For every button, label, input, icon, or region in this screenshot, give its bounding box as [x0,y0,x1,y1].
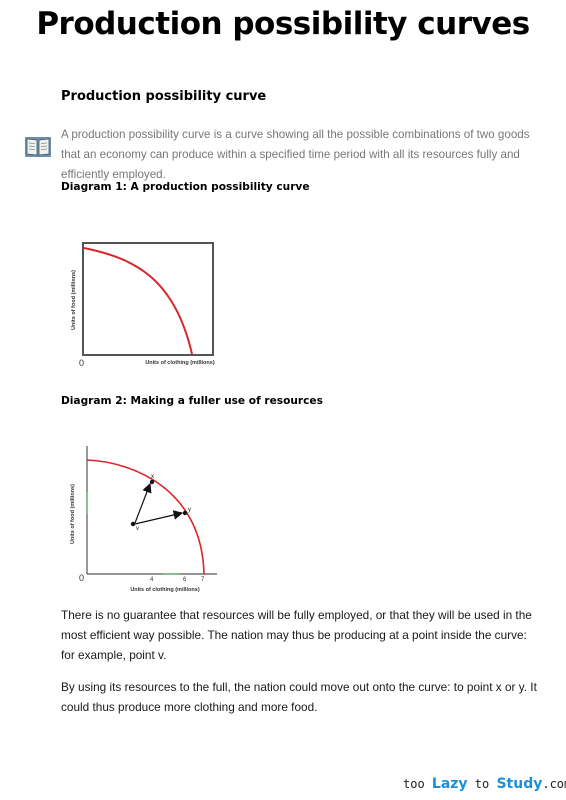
logo-part-study: Study [496,776,543,792]
chart2-ppc-curve [86,459,205,575]
chart2-x-tick-7: 7 [201,577,205,583]
paragraph-inefficiency: There is no guarantee that resources wil… [61,608,532,662]
site-logo[interactable]: too Lazy to Study.com [403,776,566,792]
ppc-chart-1: Units of food (millions) Units of clothi… [71,242,215,368]
page-title: Production possibility curves [36,6,530,42]
chart2-origin-label: 0 [79,573,84,583]
chart1-ylabel: Units of food (millions) [71,270,77,330]
chart1-ppc-curve [83,247,193,355]
chart2-ylabel: Units of food (millions) [70,484,76,544]
chart2-xlabel: Units of clothing (millions) [130,587,200,593]
diagram2-heading: Diagram 2: Making a fuller use of resour… [61,395,323,407]
paragraph-full-use: By using its resources to the full, the … [61,680,537,714]
chart1-origin-label: 0 [79,358,84,368]
point-x [149,479,155,485]
chart2-x-tick-4: 4 [150,577,154,583]
point-v-label: v [136,526,139,532]
arrow-v-to-x [134,482,152,524]
ppc-chart-2: x y v Units of food (millions) Units of … [70,446,217,593]
logo-part-too: too [403,777,432,791]
point-y-label: y [188,507,191,513]
definition-text: A production possibility curve is a curv… [61,128,530,181]
diagram1-heading: Diagram 1: A production possibility curv… [61,181,310,193]
point-y [182,510,188,516]
point-x-label: x [151,474,154,480]
open-book-icon [25,137,51,157]
point-v [130,521,136,527]
section-heading: Production possibility curve [61,89,267,104]
logo-part-lazy: Lazy [431,776,468,792]
chart1-xlabel: Units of clothing (millions) [145,360,215,366]
logo-part-to: to [467,777,497,791]
arrow-v-to-y [134,510,184,525]
logo-part-com: .com [542,777,566,791]
chart1-frame [82,242,214,356]
chart2-x-tick-6: 6 [183,577,187,583]
